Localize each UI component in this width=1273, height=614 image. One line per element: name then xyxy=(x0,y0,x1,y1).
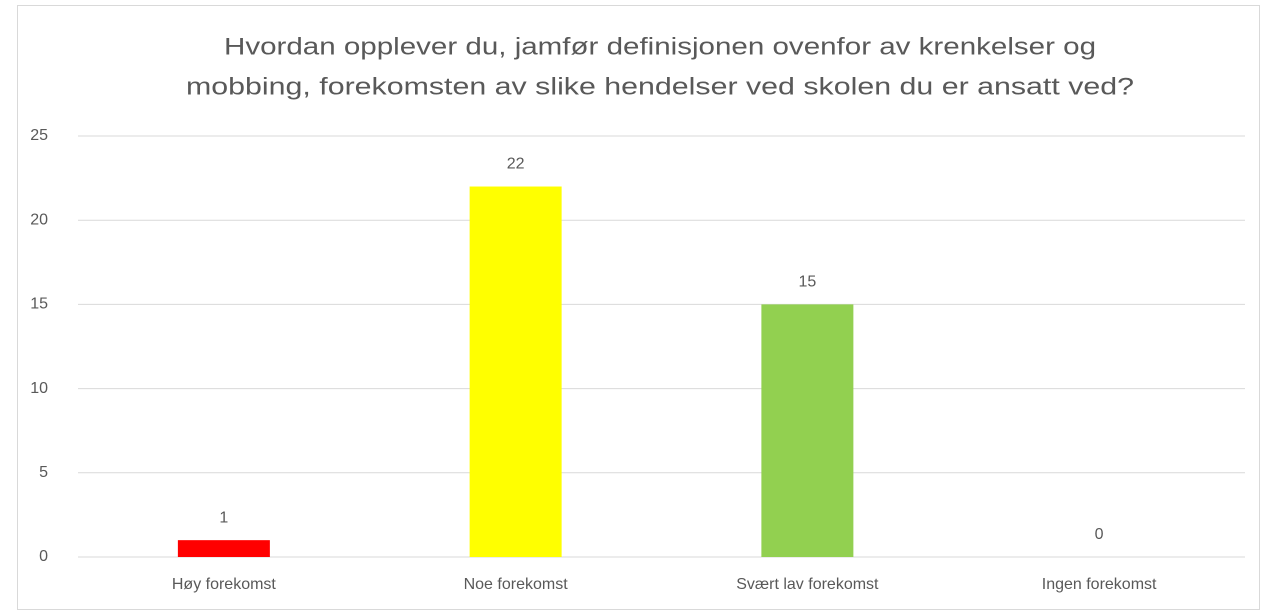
bar xyxy=(469,186,562,557)
y-tick-label: 10 xyxy=(30,380,48,397)
x-tick-label: Høy forekomst xyxy=(172,576,277,593)
y-tick-label: 20 xyxy=(30,211,48,228)
chart-title: mobbing, forekomsten av slike hendelser … xyxy=(186,73,1134,100)
data-label: 22 xyxy=(507,156,525,173)
y-tick-label: 0 xyxy=(39,548,48,565)
chart-frame xyxy=(17,5,1260,610)
data-label: 1 xyxy=(219,509,228,526)
chart-title: Hvordan opplever du, jamfør definisjonen… xyxy=(224,33,1096,60)
data-label: 0 xyxy=(1095,526,1104,543)
x-tick-label: Svært lav forekomst xyxy=(736,576,879,593)
bar xyxy=(761,304,854,557)
data-label: 15 xyxy=(798,274,816,291)
y-tick-label: 5 xyxy=(39,464,48,481)
x-tick-label: Noe forekomst xyxy=(464,576,569,593)
y-tick-label: 15 xyxy=(30,296,48,313)
bar xyxy=(177,540,270,557)
x-tick-label: Ingen forekomst xyxy=(1042,576,1157,593)
y-tick-label: 25 xyxy=(30,127,48,144)
